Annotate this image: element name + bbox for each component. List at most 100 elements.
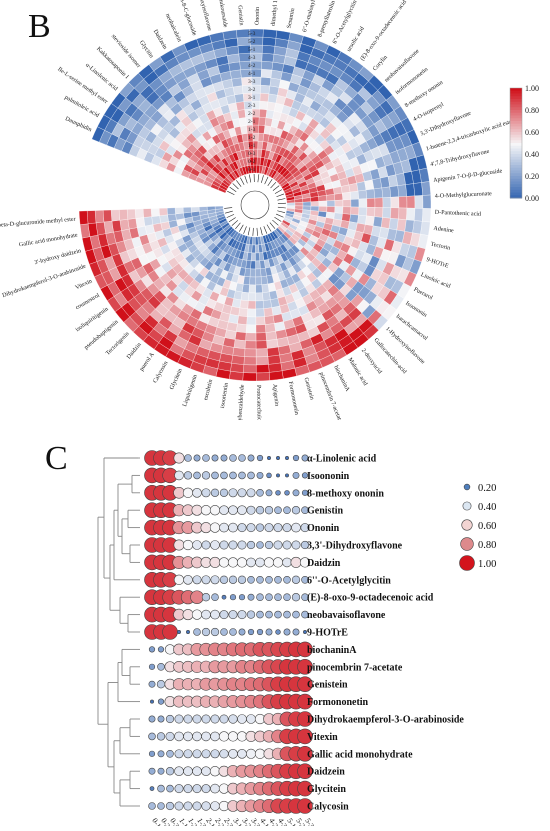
dot-cell: [183, 609, 193, 619]
row-label: Isoononin: [307, 471, 350, 482]
dot-row: Daidzin: [144, 555, 340, 570]
dot-row: Ononin: [144, 520, 339, 535]
heat-cell: [260, 101, 268, 110]
dot-cell: [219, 506, 228, 515]
heat-cell: [382, 208, 391, 219]
heat-cell: [244, 357, 256, 365]
heat-cell: [406, 208, 415, 220]
dot-cell: [293, 490, 299, 496]
panel-b-letter: B: [28, 8, 51, 46]
dot-cell: [247, 523, 255, 531]
dot-row: biochaninA: [149, 642, 357, 657]
dot-cell: [194, 629, 201, 636]
dot-cell: [220, 489, 228, 497]
dot-row: α-Linolenic acid: [144, 450, 376, 465]
dot-cell: [285, 474, 288, 477]
heat-cell: [199, 207, 207, 212]
heat-cell: [327, 206, 335, 212]
heat-cell: [136, 218, 145, 228]
metabolite-label: Protocatechuic acid: [255, 385, 262, 420]
heat-cell: [159, 208, 167, 216]
dot-cell: [256, 506, 264, 514]
heat-cell: [230, 363, 243, 372]
track-label: 5-1: [248, 47, 256, 53]
dot-cell: [247, 489, 255, 497]
dot-cell: [149, 647, 155, 653]
track-label: 4-3: [248, 55, 256, 61]
dot-cell: [211, 489, 219, 497]
heat-cell: [263, 300, 272, 309]
heat-cell: [414, 183, 423, 196]
heat-cell: [407, 196, 415, 208]
dot-cell: [201, 522, 211, 532]
metabolite-label: neobaicalein: [164, 13, 182, 43]
colorbar-tick-label: 0.20: [525, 172, 539, 181]
metabolite-label: Genistin: [236, 5, 244, 26]
dot-cell: [210, 801, 219, 810]
dot-cell: [247, 611, 255, 619]
dot-cell: [211, 576, 219, 584]
heat-cell: [266, 331, 277, 340]
metabolite-label: D-Pantothenic acid: [435, 210, 481, 218]
heat-cell: [359, 199, 367, 208]
heat-cell: [406, 184, 415, 197]
heat-cell: [79, 211, 88, 225]
dot-row: Genistin: [144, 503, 343, 518]
dendrogram-branch: [271, 182, 276, 188]
heat-cell: [160, 215, 169, 223]
dot-cell: [266, 576, 273, 583]
heat-cell: [269, 86, 279, 95]
dot-row: 8-methoxy ononin: [144, 485, 384, 500]
dot-cell: [238, 523, 246, 531]
heat-cell: [260, 85, 270, 94]
legend-dot: [463, 502, 471, 510]
heat-cell: [310, 196, 318, 201]
metabolite-label: Glycitin: [138, 40, 154, 60]
heat-cell: [423, 195, 431, 209]
heat-cell: [334, 193, 343, 200]
dot-cell: [284, 611, 291, 618]
dot-cell: [183, 488, 193, 498]
heat-cell: [255, 253, 259, 261]
legend-dot: [460, 556, 475, 571]
heat-cell: [391, 197, 399, 208]
heat-cell: [260, 93, 269, 102]
heat-cell: [398, 185, 407, 197]
heat-cell: [256, 333, 267, 341]
metabolite-label: Gallic acid monohydrate: [19, 232, 79, 248]
track-label: 2-1: [248, 119, 256, 125]
dot-cell: [212, 472, 219, 479]
dot-cell: [293, 472, 299, 478]
heat-cell: [95, 210, 104, 223]
heat-cell: [335, 207, 343, 214]
dot-cell: [285, 490, 290, 495]
dot-cell: [158, 803, 165, 810]
dot-cell: [238, 541, 246, 549]
circular-dendrogram: [224, 174, 286, 236]
dot-cell: [211, 750, 219, 758]
heat-cell: [414, 208, 423, 221]
heat-cell: [235, 94, 244, 103]
dot-cell: [162, 624, 177, 639]
dot-row: 9-HOTrE: [144, 624, 348, 639]
heat-cell: [267, 347, 279, 356]
dot-cell: [257, 472, 263, 478]
dot-cell: [219, 732, 229, 742]
heat-cell: [374, 188, 383, 198]
metabolite-label: 9-HOTrE: [426, 257, 450, 270]
dendrogram-branch: [261, 175, 263, 183]
dendrogram-branch: [235, 223, 240, 229]
dot-cell: [237, 506, 246, 515]
dot-cell: [202, 628, 210, 636]
colorbar-tick-label: 0.60: [525, 128, 539, 137]
heat-cell: [244, 349, 256, 357]
dot-cell: [238, 489, 246, 497]
dot-cell: [184, 472, 192, 480]
dendrogram-branch: [229, 218, 236, 222]
heat-cell: [350, 191, 359, 199]
dot-row: neobavaisoflavone: [144, 607, 385, 622]
metabolite-label: Adenine: [433, 226, 454, 235]
heat-cell: [256, 348, 268, 357]
column-labels: 0-10-20-31-11-21-32-12-22-33-13-23-34-14…: [150, 817, 316, 827]
dot-cell: [157, 733, 165, 741]
